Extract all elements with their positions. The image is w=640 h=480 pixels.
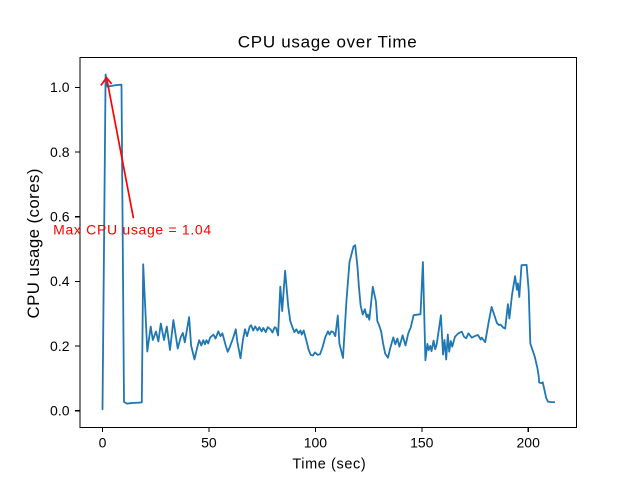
svg-text:0.6: 0.6 (50, 209, 70, 225)
svg-text:100: 100 (304, 435, 328, 451)
svg-text:50: 50 (201, 435, 217, 451)
svg-text:0: 0 (99, 435, 107, 451)
svg-text:Time (sec): Time (sec) (292, 456, 366, 472)
svg-text:CPU usage (cores): CPU usage (cores) (24, 168, 43, 318)
svg-text:1.0: 1.0 (50, 79, 70, 95)
svg-text:0.0: 0.0 (50, 403, 70, 419)
svg-text:0.8: 0.8 (50, 144, 70, 160)
svg-text:CPU usage over Time: CPU usage over Time (238, 33, 418, 52)
svg-text:200: 200 (517, 435, 541, 451)
svg-text:150: 150 (410, 435, 434, 451)
svg-text:Max CPU usage = 1.04: Max CPU usage = 1.04 (53, 221, 212, 237)
svg-text:0.2: 0.2 (50, 338, 70, 354)
svg-text:0.4: 0.4 (50, 273, 70, 289)
